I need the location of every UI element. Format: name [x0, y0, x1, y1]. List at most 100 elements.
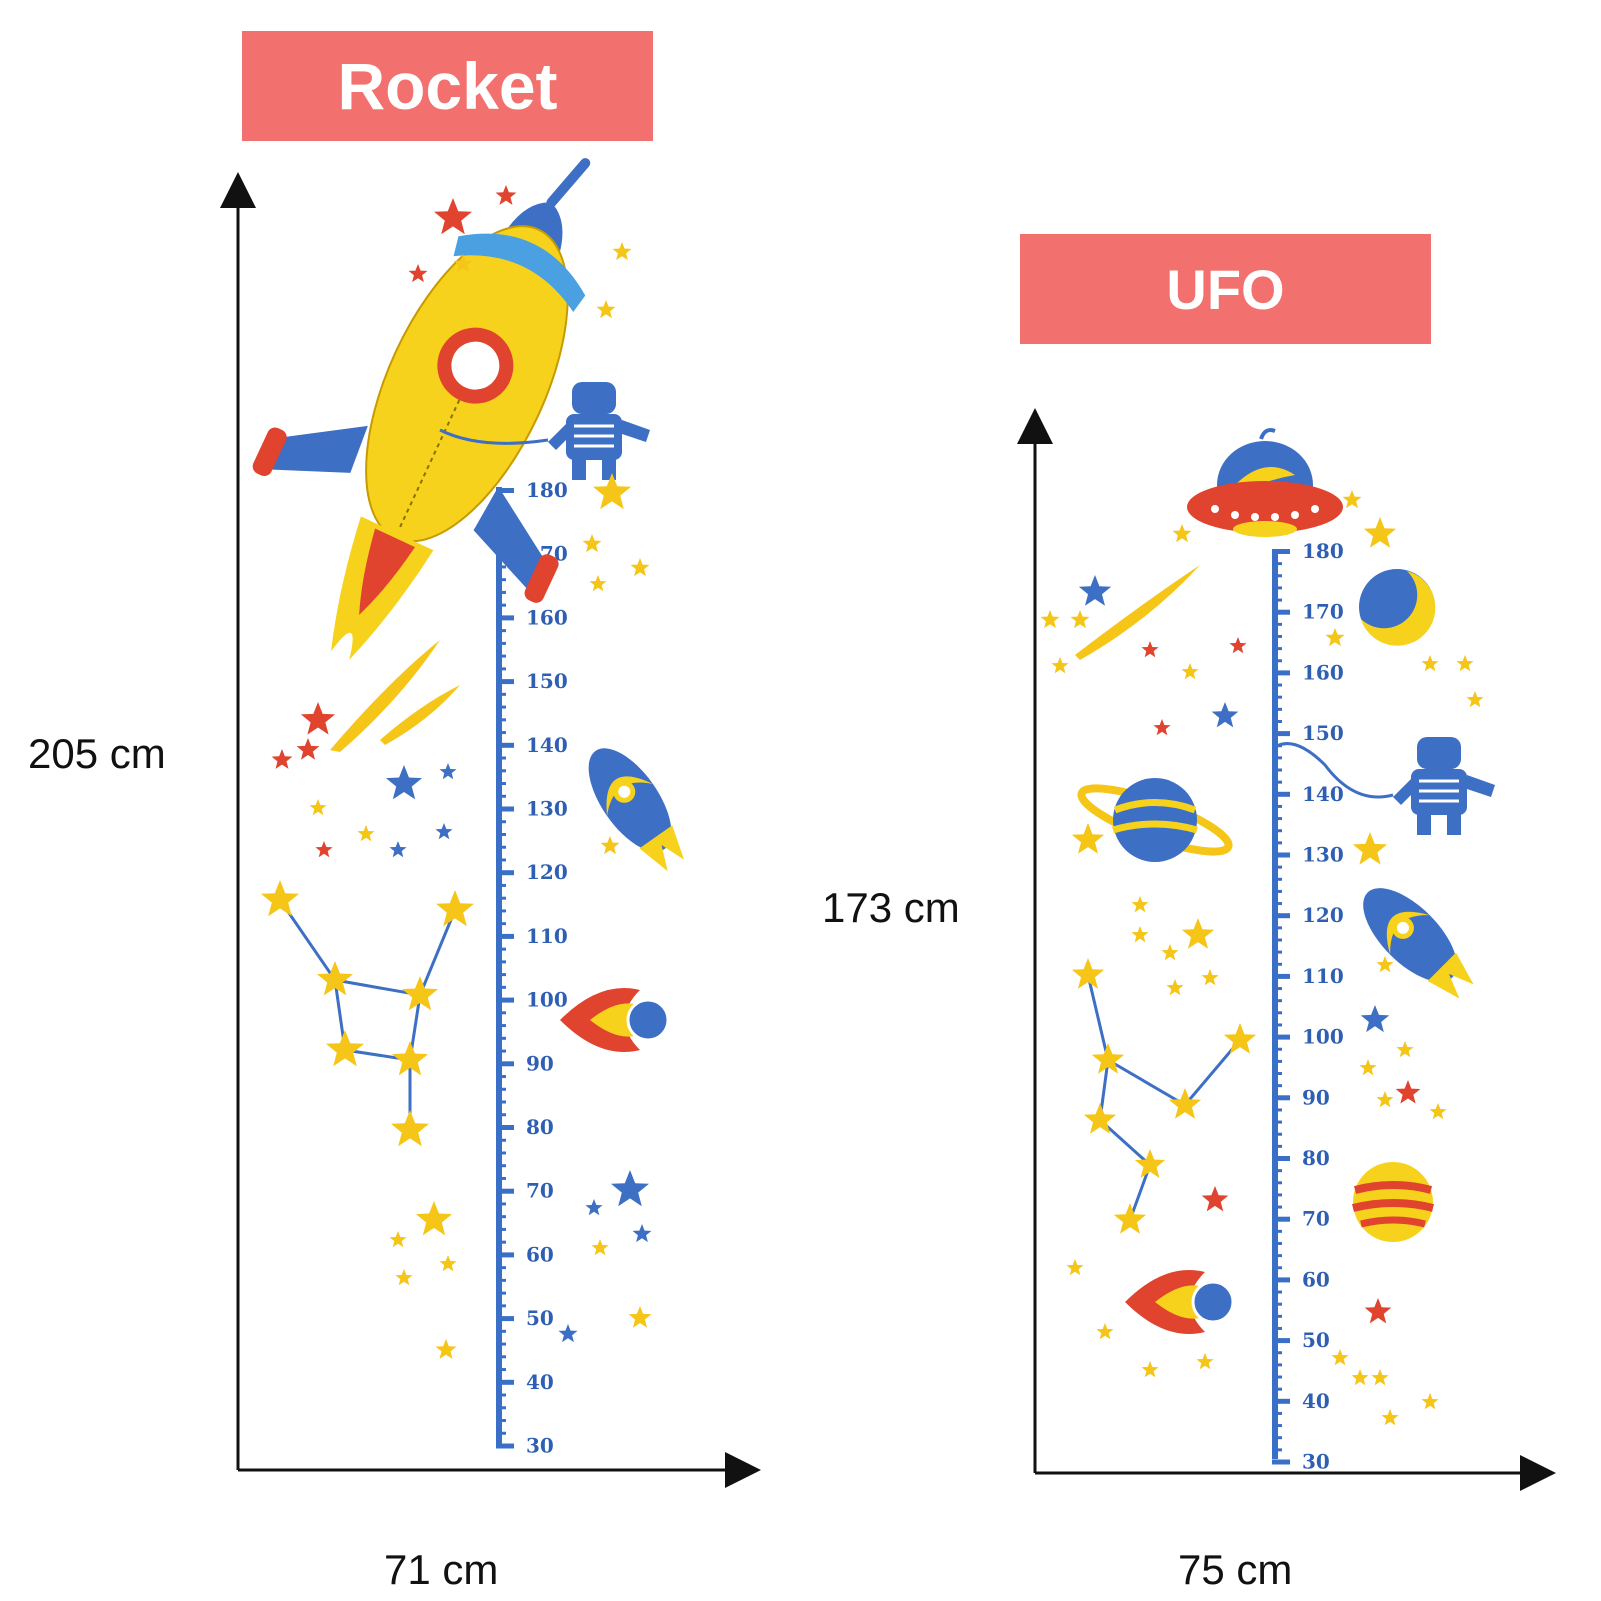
rocket-ruler-minor-tick: [496, 1304, 506, 1308]
big-rocket-icon: [252, 158, 591, 660]
star-icon: [357, 825, 375, 842]
rocket-ruler-minor-tick: [496, 1278, 506, 1282]
rocket-ruler-minor-tick: [496, 845, 506, 849]
star-icon: [1359, 1059, 1377, 1076]
rocket-ruler-minor-tick: [496, 718, 506, 722]
star-icon: [271, 749, 293, 769]
ufo-ruler-major-tick: [1272, 791, 1290, 797]
rocket-ruler-minor-tick: [496, 820, 506, 824]
rocket-ruler-minor-tick: [496, 1355, 506, 1359]
rocket-ruler-minor-tick: [496, 1164, 506, 1168]
rocket-ruler-major-tick: [496, 488, 514, 493]
ufo-ruler-minor-tick: [1272, 1241, 1282, 1245]
star-icon: [1456, 655, 1474, 672]
rocket-ruler-label: 160: [526, 605, 568, 629]
star-icon: [401, 976, 439, 1011]
star-icon: [1363, 517, 1397, 548]
ufo-ruler-minor-tick: [1272, 938, 1282, 942]
striped-planet-icon: [1352, 1162, 1434, 1242]
ufo-ruler-minor-tick: [1272, 695, 1282, 699]
rocket-ruler-minor-tick: [496, 769, 506, 773]
rocket-ruler-minor-tick: [496, 1036, 506, 1040]
ufo-title-banner: UFO: [1020, 234, 1431, 344]
rocket-ruler-major-tick: [496, 1125, 514, 1130]
star-icon: [389, 841, 407, 858]
star-icon: [591, 1239, 609, 1256]
rocket-ruler-label: 80: [526, 1115, 554, 1139]
ufo-ruler-minor-tick: [1272, 586, 1282, 590]
ufo-ruler-minor-tick: [1272, 1363, 1282, 1367]
rocket-constellation: [278, 899, 457, 1130]
ufo-ruler-minor-tick: [1272, 562, 1282, 566]
ufo-ruler-minor-tick: [1272, 877, 1282, 881]
ufo-ruler-minor-tick: [1272, 1120, 1282, 1124]
rocket-height-dimension: 205 cm: [28, 730, 166, 777]
ufo-width-dimension: 75 cm: [1178, 1546, 1293, 1593]
rocket-ruler-minor-tick: [496, 692, 506, 696]
ufo-ruler-minor-tick: [1272, 1302, 1282, 1306]
rocket-ruler-minor-tick: [496, 1266, 506, 1270]
ufo-ruler-major-tick: [1272, 1034, 1290, 1040]
ufo-ruler-major-tick: [1272, 852, 1290, 858]
ufo-ruler-label: 100: [1302, 1025, 1344, 1049]
rocket-ruler-label: 40: [526, 1370, 554, 1394]
ufo-ruler-major-tick: [1272, 670, 1290, 676]
ufo-ruler-major-tick: [1272, 1216, 1290, 1222]
star-icon: [1201, 969, 1219, 986]
rocket-ruler-major-tick: [496, 742, 514, 748]
rocket-ruler-label: 100: [526, 988, 568, 1012]
ufo-ruler-minor-tick: [1272, 1072, 1282, 1076]
ufo-ruler-minor-tick: [1272, 1229, 1282, 1233]
star-icon: [1223, 1023, 1257, 1054]
ufo-ruler-label: 70: [1302, 1207, 1330, 1231]
star-icon: [296, 738, 320, 760]
star-icon: [630, 558, 650, 577]
star-icon: [309, 799, 327, 816]
star-icon: [1066, 1259, 1084, 1276]
ufo-comet-streak-icon: [1075, 565, 1200, 660]
moon-planet-icon: [1359, 569, 1436, 646]
rocket-ruler-minor-tick: [496, 1049, 506, 1053]
star-icon: [585, 1199, 603, 1216]
ufo-ruler-minor-tick: [1272, 1047, 1282, 1051]
rocket-ruler-major-tick: [496, 1379, 514, 1385]
ufo-ruler-minor-tick: [1272, 1290, 1282, 1294]
rocket-ruler-minor-tick: [496, 629, 506, 633]
star-icon: [1141, 1361, 1159, 1378]
rocket-ruler-minor-tick: [496, 1431, 506, 1435]
ufo-small-rocket-icon: [1363, 888, 1474, 999]
star-icon: [1360, 1005, 1390, 1033]
ufo-ruler-label: 150: [1302, 721, 1344, 745]
ufo-ruler-minor-tick: [1272, 902, 1282, 906]
ufo-ruler-minor-tick: [1272, 1059, 1282, 1063]
rocket-ruler-minor-tick: [496, 641, 506, 645]
star-icon: [1381, 1409, 1399, 1426]
star-icon: [593, 473, 631, 510]
star-icon: [435, 1339, 457, 1359]
star-icon: [1141, 641, 1159, 658]
star-icon: [1161, 944, 1179, 961]
ufo-ruler-minor-tick: [1272, 926, 1282, 930]
ufo-ruler-minor-tick: [1272, 999, 1282, 1003]
ufo-ruler-major-tick: [1272, 1277, 1290, 1283]
ufo-ruler-minor-tick: [1272, 1387, 1282, 1391]
astronaut-robot-icon: [439, 382, 650, 480]
star-icon: [1229, 637, 1247, 654]
rocket-ruler-label: 70: [526, 1179, 554, 1203]
ufo-ruler-minor-tick: [1272, 987, 1282, 991]
star-icon: [439, 1255, 457, 1272]
ufo-ruler-minor-tick: [1272, 1144, 1282, 1148]
ufo-ruler-label: 110: [1302, 964, 1344, 988]
star-icon: [408, 264, 428, 283]
rocket-ruler-minor-tick: [496, 1419, 506, 1423]
star-icon: [1051, 657, 1069, 674]
star-icon: [1376, 956, 1394, 973]
rocket-ruler-label: 180: [526, 478, 568, 502]
rocket-ruler-label: 90: [526, 1051, 554, 1075]
ufo-ruler-minor-tick: [1272, 683, 1282, 687]
ufo-ruler-label: 170: [1302, 600, 1344, 624]
ufo-ruler-minor-tick: [1272, 647, 1282, 651]
ufo-ruler-major-tick: [1272, 1095, 1290, 1101]
rocket-height-ruler: 1801701601501401301201101009080706050403…: [496, 478, 568, 1458]
